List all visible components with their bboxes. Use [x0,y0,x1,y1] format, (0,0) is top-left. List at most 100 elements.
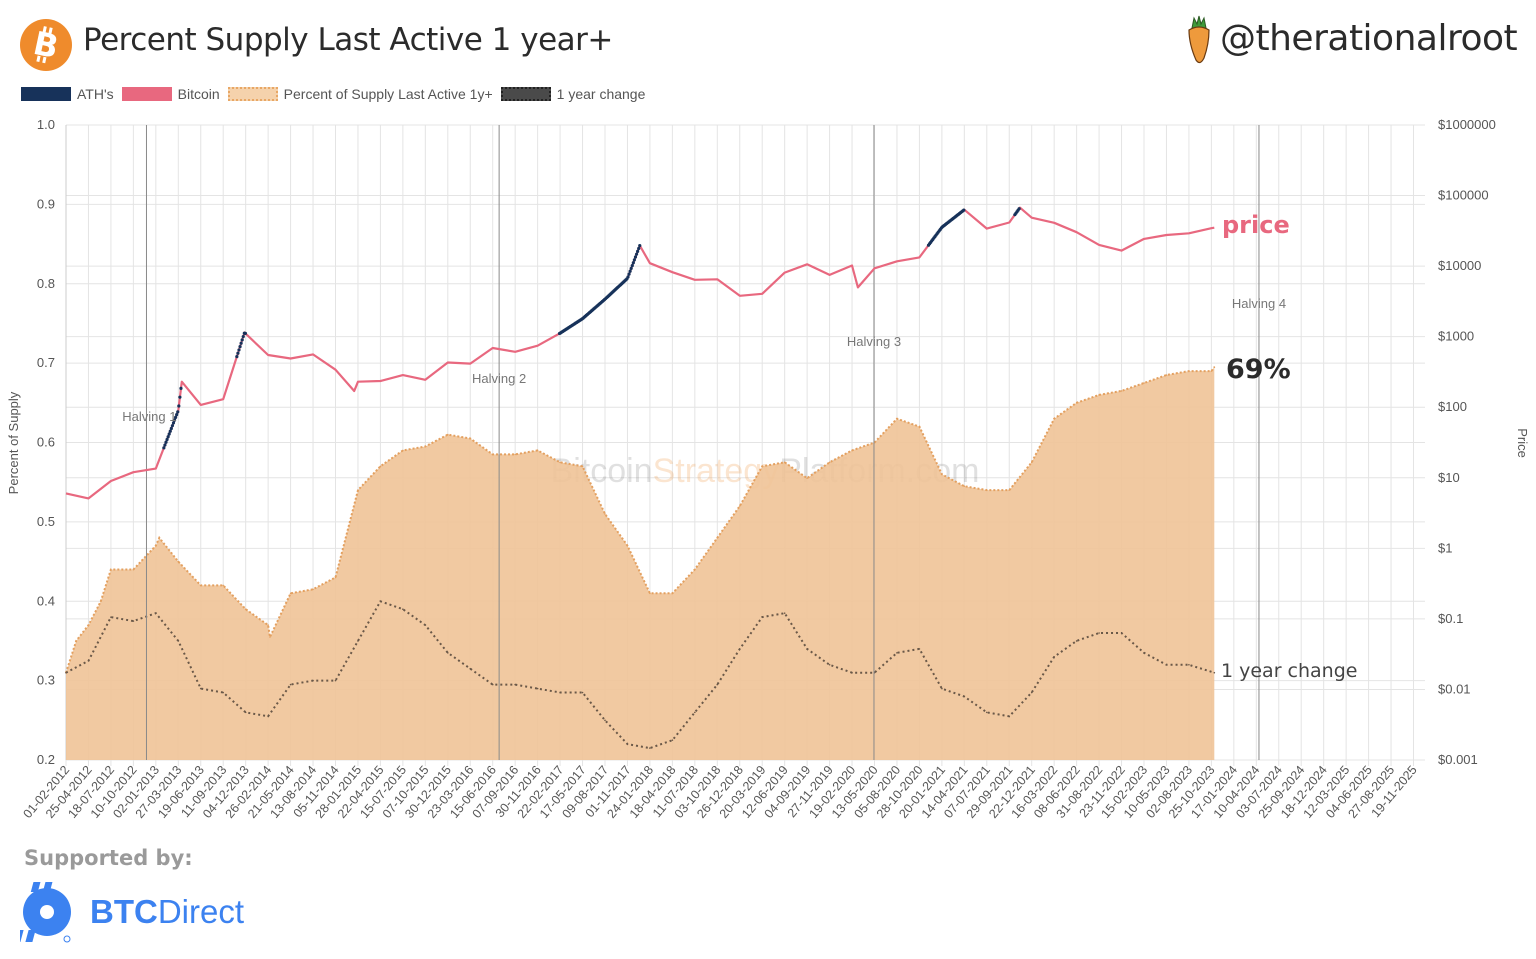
supply-point [626,544,629,547]
ath-point [240,338,244,342]
one-year-change-point [694,711,696,714]
one-year-change-point [424,624,427,626]
supply-point [1210,370,1213,372]
legend-label: ATH's [77,86,114,102]
price-annotation: price [1222,211,1290,239]
supply-point [1075,402,1078,404]
one-year-change-point [806,648,808,650]
ath-point [239,341,243,345]
supply-point [491,453,494,456]
one-year-change-point [1030,691,1033,694]
legend-item-bitcoin[interactable]: Bitcoin [121,86,220,102]
one-year-change-point [1165,663,1168,666]
one-year-change-point [671,739,674,741]
one-year-change-point [1143,652,1145,654]
one-year-change-point [626,743,629,745]
ath-point [167,432,171,436]
supply-point [379,465,382,468]
legend-label: Bitcoin [177,86,220,102]
y2-tick-label: $0.01 [1438,681,1471,696]
ath-point [241,334,245,339]
supply-area [66,367,1215,760]
y-tick-label: 0.9 [37,196,55,211]
ath-point [237,348,241,352]
ath-point [179,386,183,390]
supply-point [1143,382,1145,384]
supported-by-label: Supported by: [24,846,193,870]
supply-point [828,461,831,464]
y-tick-label: 0.5 [37,514,55,529]
legend: ATH's Bitcoin Percent of Supply Last Act… [21,86,653,102]
one-year-change-point [357,640,359,642]
ath-point [163,443,167,447]
sponsor-bold: BTC [90,893,158,930]
one-year-change-point [312,679,314,682]
ath-point [633,255,638,259]
one-year-change-point [1008,715,1011,718]
supply-point [244,608,247,610]
supply-point [1120,390,1123,392]
ath-point [634,252,639,256]
y2-tick-label: $1000 [1438,329,1474,344]
ath-point [171,421,176,425]
supply-point [312,588,314,591]
ath-point [243,331,247,336]
one-year-change-point [828,663,831,666]
supply-point [1030,461,1033,464]
legend-item-supply[interactable]: Percent of Supply Last Active 1y+ [227,86,493,102]
ath-point [637,246,641,251]
ath-point [627,272,631,276]
ath-point [174,415,178,419]
y-axis-title: Percent of Supply [6,391,21,494]
one-year-change-point [536,687,539,690]
one-year-change-point [896,652,898,654]
ath-point [629,266,633,271]
y2-tick-label: $10000 [1438,258,1481,273]
legend-label: 1 year change [556,86,646,102]
y-tick-label: 0.6 [37,435,55,450]
one-year-change-point [177,640,180,642]
ath-point [626,275,630,279]
ath-point [169,426,173,431]
supply-point [581,465,584,468]
ath-point [631,261,635,265]
y2-tick-label: $0.1 [1438,611,1463,626]
y-tick-label: 0.3 [37,673,55,688]
legend-item-1y-change[interactable]: 1 year change [500,86,646,102]
supply-point [738,505,741,507]
one-year-change-point [334,679,337,682]
one-year-change-point [851,671,853,674]
ath-point [172,418,177,422]
legend-label: Percent of Supply Last Active 1y+ [283,86,493,102]
ath-point [177,404,181,408]
one-year-change-point [379,600,382,603]
one-year-change-point [1098,632,1100,634]
supply-point [514,453,516,456]
supply-point [1213,366,1216,368]
halving-label: Halving 2 [472,371,526,386]
one-year-change-point [783,612,786,614]
supply-point [402,449,404,452]
supply-point [424,445,427,448]
ath-point [176,410,180,414]
supply-point [177,560,180,563]
one-year-change-point [514,683,516,686]
legend-swatch [500,87,551,101]
btc-direct-logo-icon [20,882,71,943]
legend-swatch [21,87,71,101]
legend-swatch [121,87,172,101]
supply-point [851,449,853,452]
sponsor-name[interactable]: BTCDirect [90,893,244,931]
y2-tick-label: $100 [1438,399,1467,414]
one-year-change-point [289,683,292,686]
y2-tick-label: $0.001 [1438,752,1478,767]
one-year-change-point [446,652,449,654]
y-tick-label: 0.8 [37,276,55,291]
ath-point [164,440,168,444]
ath-point [162,446,166,450]
halving-label: Halving 1 [122,409,176,424]
legend-item-ath[interactable]: ATH's [21,86,114,102]
y-tick-label: 0.2 [37,752,55,767]
one-year-change-annotation: 1 year change [1221,660,1357,682]
supply-point [941,473,943,476]
